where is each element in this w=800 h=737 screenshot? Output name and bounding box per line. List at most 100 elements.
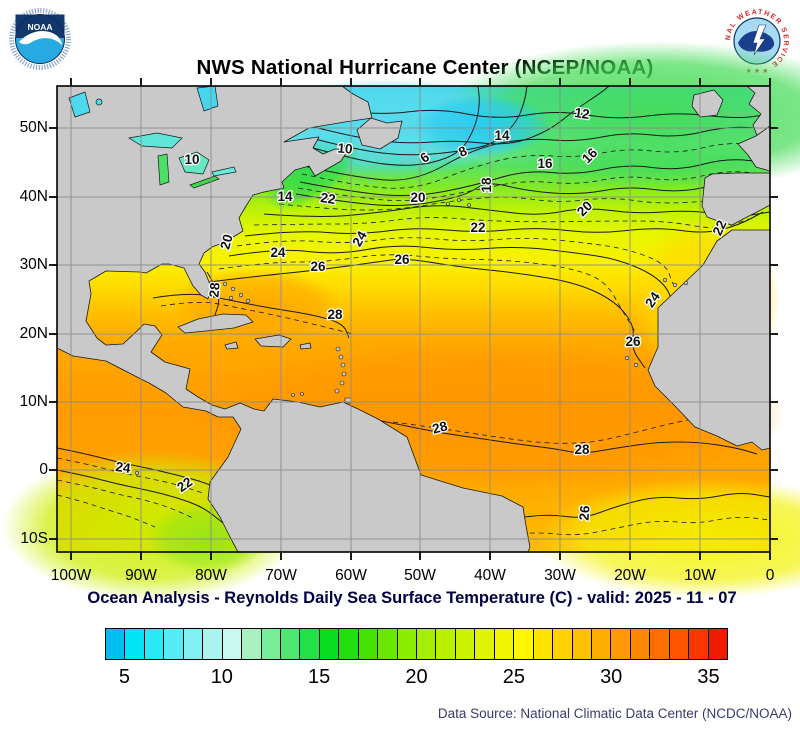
isotherm-25-dashed <box>218 254 640 339</box>
colorbar-segment <box>125 629 145 659</box>
land-hispaniola <box>254 334 292 348</box>
colorbar-segment <box>164 629 184 659</box>
colorbar-segment <box>397 629 417 659</box>
isotherm-23-dashed <box>56 457 204 494</box>
isotherm-label-22: 22 <box>710 218 730 238</box>
noaa-logo-upper <box>15 14 65 38</box>
x-tick-label-90W: 90W <box>125 567 157 584</box>
noaa-logo-outline <box>15 14 65 64</box>
map-frame <box>56 85 771 553</box>
colorbar-segment <box>669 629 690 659</box>
lake-huron <box>178 151 210 175</box>
land-newfoundland <box>356 117 403 150</box>
isotherm-label-28: 28 <box>431 418 450 437</box>
lat-lon-grid <box>57 86 770 552</box>
colorbar-segment <box>106 629 126 659</box>
isotherm-label-26: 26 <box>310 259 326 274</box>
data-source-note: Data Source: National Climatic Data Cent… <box>437 706 792 721</box>
x-tick-label-80W: 80W <box>195 567 227 584</box>
y-tick-label-30N: 30N <box>19 256 48 273</box>
isotherm-label-28: 28 <box>206 281 222 298</box>
colorbar-tick-20: 20 <box>405 666 428 688</box>
isotherm-label-14: 14 <box>277 189 293 204</box>
colorbar-segment <box>242 629 262 659</box>
colorbar-segment <box>650 629 670 659</box>
y-tick-label-50N: 50N <box>19 119 48 136</box>
land-iberia <box>701 172 771 226</box>
colorbar-segment <box>183 629 204 659</box>
isotherm-19-dashed <box>56 494 156 528</box>
x-tick-label-60W: 60W <box>335 567 367 584</box>
isotherm-label-26: 26 <box>576 504 592 521</box>
isotherm-label-22: 22 <box>470 220 485 235</box>
land-puerto-rico <box>299 342 312 350</box>
isotherm-20 <box>263 205 771 217</box>
lake-superior <box>128 132 183 149</box>
isotherm-label-28: 28 <box>574 442 590 457</box>
colorbar-segment <box>475 629 495 659</box>
landmasses <box>56 85 771 553</box>
isotherm-label-18: 18 <box>479 177 494 193</box>
inland-waters <box>68 85 237 189</box>
x-tick-label-20W: 20W <box>614 567 646 584</box>
y-tick-label-10S: 10S <box>20 530 48 547</box>
colorbar-segment <box>591 629 612 659</box>
isotherm-27-dashed <box>160 302 354 335</box>
lake-michigan <box>157 153 170 186</box>
colorbar <box>105 628 728 660</box>
land-jamaica <box>224 341 239 350</box>
isotherm-15-dashed <box>301 143 771 189</box>
isotherm-22 <box>56 469 224 524</box>
colorbar-segment <box>455 629 476 659</box>
colorbar-segment <box>261 629 281 659</box>
isotherm-label-10: 10 <box>184 152 199 167</box>
colorbar-segment <box>611 629 631 659</box>
isotherm-label-26: 26 <box>625 334 641 349</box>
colorbar-tick-15: 15 <box>308 666 331 688</box>
y-tick-label-20N: 20N <box>19 325 48 342</box>
isotherm-14 <box>303 126 771 181</box>
colorbar-segment <box>339 629 359 659</box>
colorbar-tick-35: 35 <box>697 666 720 688</box>
colorbar-segment <box>689 629 709 659</box>
lake-winnipeg <box>68 91 91 118</box>
isotherm-label-16: 16 <box>537 156 553 171</box>
colorbar-segment <box>630 629 651 659</box>
colorbar-segment <box>436 629 456 659</box>
small-lake <box>95 98 103 106</box>
colorbar-tick-10: 10 <box>210 666 233 688</box>
noaa-seagull-icon <box>19 30 62 45</box>
isotherm-28 <box>366 417 758 455</box>
x-tick-label-50W: 50W <box>404 567 436 584</box>
isotherm-label-28: 28 <box>327 307 343 322</box>
isotherm-24 <box>56 447 231 496</box>
x-tick-label-70W: 70W <box>265 567 297 584</box>
land-americas <box>56 85 531 553</box>
colorbar-segment <box>533 629 554 659</box>
isotherm-label-24: 24 <box>270 245 286 260</box>
colorbar-segment <box>572 629 592 659</box>
land-cuba <box>177 313 254 334</box>
isotherm-label-26: 26 <box>394 252 410 267</box>
colorbar-segment <box>319 629 340 659</box>
isotherm-17-dashed <box>297 171 771 201</box>
sst-map: 12 14 6 8 10 16 16 18 20 20 14 22 22 22 24 24 26 26 24 26 20… <box>2 41 800 601</box>
y-tick-label-10N: 10N <box>19 393 48 410</box>
land-small-islands <box>134 198 689 476</box>
nws-lightning-icon <box>752 24 767 56</box>
colorbar-segment <box>514 629 534 659</box>
colorbar-segment <box>417 629 437 659</box>
colorbar-tick-5: 5 <box>118 666 131 688</box>
isotherm-23-dashed <box>236 237 674 285</box>
isotherm-label-20: 20 <box>217 233 235 251</box>
isotherm-8 <box>310 85 528 156</box>
x-tick-label-100W: 100W <box>50 567 92 584</box>
colorbar-segment <box>553 629 573 659</box>
colorbar-segment <box>378 629 398 659</box>
isotherm-label-14: 14 <box>494 128 510 143</box>
lake-ontario <box>211 166 237 177</box>
noaa-logo: NOAA <box>8 7 72 71</box>
isotherm-24 <box>228 245 672 317</box>
isotherm-26 <box>208 258 646 369</box>
